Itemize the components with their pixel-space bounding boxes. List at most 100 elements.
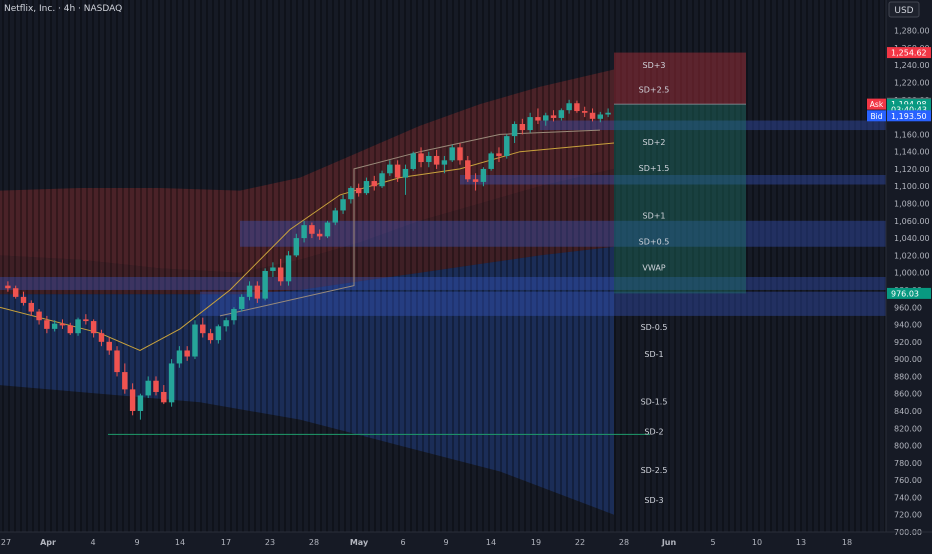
time-tick-label: 13: [796, 538, 806, 547]
target-price-badge: 1,254.62: [887, 47, 931, 59]
candle: [387, 160, 393, 176]
countdown-badge: 03:40:43: [887, 104, 931, 116]
price-tick-label: 1,040.00: [894, 234, 930, 243]
candle: [418, 147, 424, 168]
sd-level-label: SD-2.5: [641, 466, 668, 475]
price-zone: [460, 175, 886, 185]
sd-level-label: SD+2: [642, 138, 665, 147]
candle: [426, 151, 432, 168]
candle: [67, 322, 73, 335]
candle: [550, 110, 557, 122]
price-tick-label: 1,020.00: [894, 251, 930, 260]
candle: [184, 346, 190, 361]
time-tick-label: 28: [309, 538, 319, 547]
candle: [75, 317, 81, 336]
candle: [574, 100, 580, 113]
candle: [285, 251, 292, 286]
candle: [28, 300, 35, 316]
candle: [410, 151, 416, 171]
time-axis[interactable]: [0, 532, 886, 550]
candle: [239, 294, 245, 312]
bid-price-tag: [867, 110, 886, 122]
candle: [293, 233, 300, 258]
candle: [254, 281, 261, 303]
candle: [566, 99, 572, 114]
price-tick-label: 1,080.00: [894, 200, 930, 209]
price-zone: [240, 220, 886, 247]
candle: [122, 363, 128, 394]
candle: [106, 337, 112, 355]
sd-level-label: SD+1.5: [639, 164, 670, 173]
candle: [192, 320, 198, 360]
bid-price-badge: 1,193.50 Bid: [867, 110, 931, 122]
sd-level-label: SD-0.5: [641, 323, 668, 332]
candle: [277, 258, 284, 286]
price-axis[interactable]: [886, 0, 932, 550]
candle: [488, 151, 494, 171]
candle: [200, 317, 206, 338]
time-tick-label: 28: [619, 538, 629, 547]
candle: [5, 281, 11, 292]
candle: [114, 346, 120, 377]
candle: [223, 317, 229, 332]
time-tick-label: 4: [90, 538, 95, 547]
candle: [543, 112, 549, 126]
candle: [207, 328, 214, 344]
sd-level-label: SD+3: [642, 61, 665, 70]
candle: [98, 329, 105, 347]
price-tick-label: 780.00: [894, 459, 922, 468]
candle: [215, 324, 222, 344]
price-tick-label: 1,060.00: [894, 217, 930, 226]
price-zone: [540, 120, 886, 131]
candle: [246, 281, 253, 301]
candle: [270, 262, 276, 277]
sd-level-label: SD+1: [642, 212, 665, 221]
price-zone: [200, 291, 886, 316]
candle: [129, 383, 136, 416]
sd-level-label: SD-1.5: [641, 397, 668, 406]
upper-band-outer: [0, 69, 614, 273]
price-tick-label: 900.00: [894, 355, 922, 364]
price-tick-label: 1,160.00: [894, 130, 930, 139]
candle: [449, 144, 455, 163]
candle: [20, 291, 27, 306]
time-tick-label: 10: [752, 538, 762, 547]
lower-band: [0, 246, 614, 515]
time-tick-label: 5: [710, 538, 715, 547]
currency-button[interactable]: [888, 1, 920, 18]
price-tick-label: 1,280.00: [894, 27, 930, 36]
candle: [527, 112, 533, 133]
sd-level-label: SD-3: [644, 496, 663, 505]
candle: [355, 183, 362, 197]
price-tick-label: 1,140.00: [894, 148, 930, 157]
candle: [168, 359, 175, 407]
candle: [558, 108, 565, 121]
price-tick-label: 840.00: [894, 407, 922, 416]
candle: [371, 175, 377, 191]
candle: [535, 108, 541, 124]
price-tick-label: 740.00: [894, 493, 922, 502]
price-tick-label: 820.00: [894, 424, 922, 433]
svg-text:03:40:43: 03:40:43: [891, 106, 927, 115]
candle: [83, 314, 89, 325]
candle: [324, 220, 331, 239]
svg-text:976.03: 976.03: [891, 289, 919, 298]
candle: [332, 207, 339, 226]
price-tick-label: 1,120.00: [894, 165, 930, 174]
candle: [59, 319, 66, 329]
target-zone: [614, 52, 746, 105]
price-zone: [0, 277, 886, 290]
time-tick-label: 6: [400, 538, 405, 547]
candle: [137, 393, 144, 420]
price-tick-label: 860.00: [894, 390, 922, 399]
candle: [12, 285, 19, 299]
candle: [597, 111, 604, 123]
price-tick-label: 940.00: [894, 321, 922, 330]
candle: [153, 376, 159, 396]
time-tick-label: 14: [486, 538, 496, 547]
upper-band-inner: [0, 168, 614, 295]
price-tick-label: 920.00: [894, 338, 922, 347]
time-tick-label: May: [350, 538, 369, 547]
